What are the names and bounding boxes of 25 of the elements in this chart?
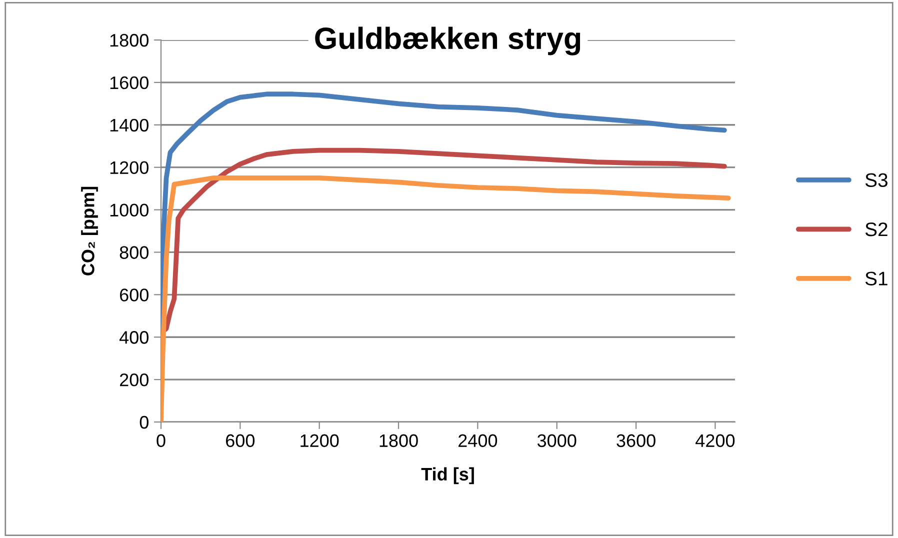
y-tick-label: 400 bbox=[119, 331, 148, 344]
x-tick-label: 2400 bbox=[458, 434, 498, 448]
y-tick-label: 600 bbox=[120, 288, 148, 302]
y-tick-label: 1200 bbox=[110, 161, 148, 174]
y-tick-label: 1400 bbox=[110, 118, 148, 132]
y-tick-label: 1600 bbox=[110, 76, 148, 90]
y-tick-label: 1800 bbox=[110, 34, 148, 47]
y-tick-label: 1000 bbox=[110, 204, 148, 216]
chart-title: Guldbækken stryg bbox=[315, 26, 580, 56]
x-tick-label: 600 bbox=[226, 434, 255, 448]
legend-label: S3 bbox=[865, 173, 888, 187]
x-tick-label: 1200 bbox=[300, 434, 339, 448]
y-axis-title: CO₂ [ppm] bbox=[81, 186, 98, 276]
x-axis-title: Tid [s] bbox=[421, 467, 474, 484]
x-tick-label: 4200 bbox=[696, 434, 735, 448]
x-tick-label: 0 bbox=[156, 434, 166, 448]
x-tick-label: 1800 bbox=[380, 434, 418, 448]
legend-label: S2 bbox=[865, 222, 888, 236]
y-tick-label: 200 bbox=[120, 373, 148, 386]
line-series bbox=[161, 176, 731, 422]
x-tick-label: 3000 bbox=[537, 434, 576, 448]
y-tick-label: 800 bbox=[120, 246, 148, 259]
x-tick-label: 3600 bbox=[616, 434, 656, 448]
legend-label: S1 bbox=[865, 272, 888, 286]
y-tick-label: 0 bbox=[140, 416, 148, 429]
